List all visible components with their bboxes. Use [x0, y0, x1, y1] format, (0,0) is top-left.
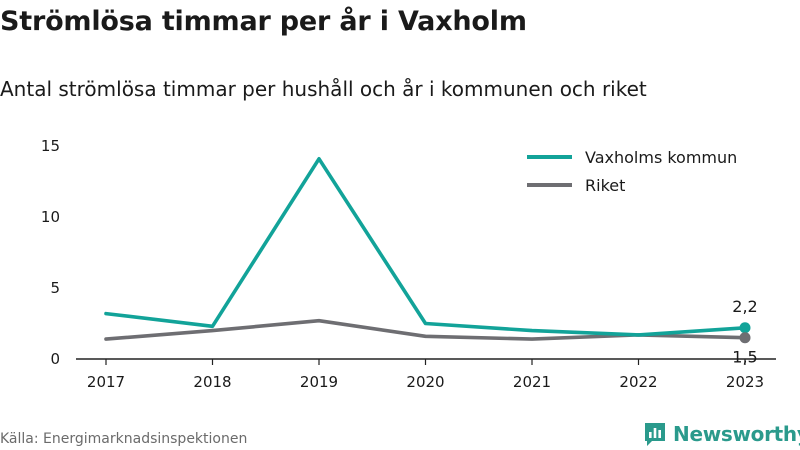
chart-subtitle: Antal strömlösa timmar per hushåll och å…	[0, 77, 647, 101]
x-tick-label: 2019	[300, 373, 338, 391]
data-label-vaxholm: 2,2	[732, 297, 757, 316]
brand-logo: Newsworthy	[643, 420, 800, 448]
brand-name: Newsworthy	[673, 422, 800, 446]
y-tick-label: 5	[50, 279, 60, 297]
legend-label-vaxholm: Vaxholms kommun	[585, 148, 737, 167]
x-tick-label: 2018	[193, 373, 231, 391]
y-tick-label: 0	[50, 350, 60, 368]
x-tick-label: 2017	[87, 373, 125, 391]
newsworthy-icon	[645, 423, 665, 446]
x-tick-label: 2022	[619, 373, 657, 391]
data-label-riket: 1,5	[732, 348, 757, 367]
x-tick-label: 2020	[406, 373, 444, 391]
chart-title: Strömlösa timmar per år i Vaxholm	[0, 6, 527, 37]
source-note: Källa: Energimarknadsinspektionen	[0, 431, 248, 447]
series-line-vaxholm	[104, 157, 747, 337]
legend-label-riket: Riket	[585, 176, 625, 195]
end-point-vaxholm	[739, 322, 751, 334]
x-tick-label: 2023	[726, 373, 764, 391]
end-point-riket	[739, 332, 751, 344]
y-tick-label: 15	[41, 137, 60, 155]
y-tick-label: 10	[41, 208, 60, 226]
x-tick-label: 2021	[513, 373, 551, 391]
